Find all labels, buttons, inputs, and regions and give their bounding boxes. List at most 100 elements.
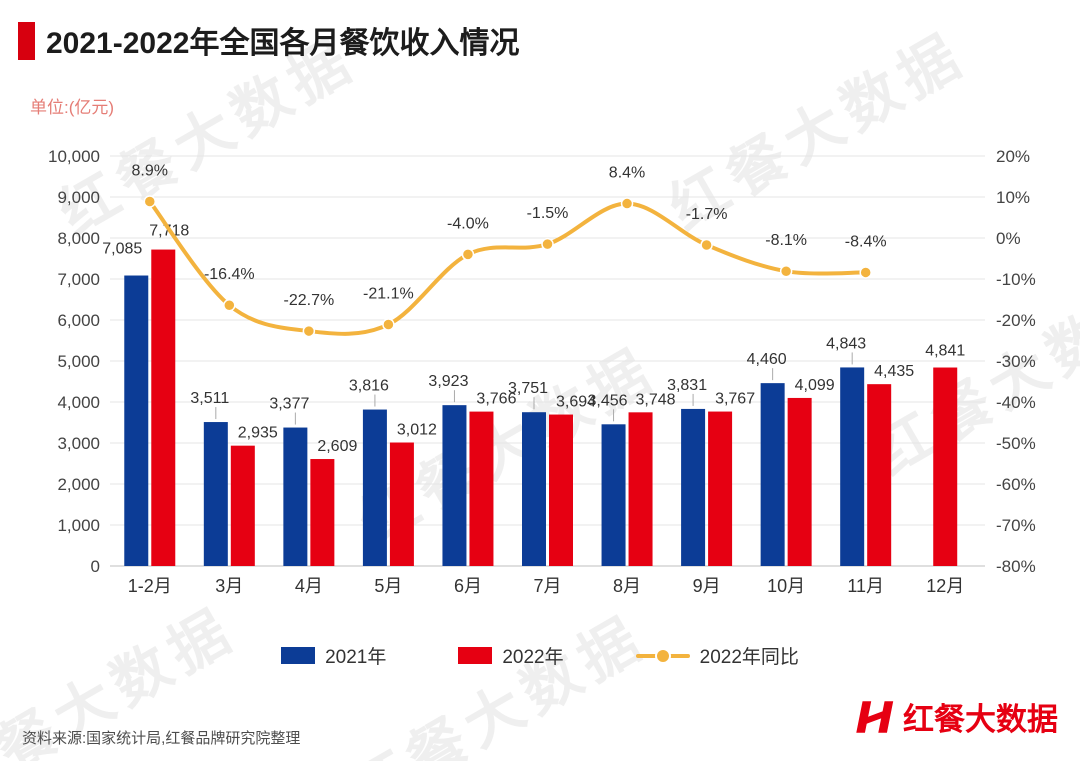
watermark: 红餐大数据 [348, 336, 667, 558]
bar-2022-12月 [933, 367, 958, 566]
bar-value-2021: 7,085 [102, 241, 142, 258]
bar-value-2022: 3,748 [636, 391, 676, 408]
trend-value-label: 8.4% [609, 165, 645, 182]
trend-value-label: -1.7% [686, 206, 728, 223]
trend-line [147, 199, 868, 336]
x-axis-label: 4月 [295, 576, 323, 596]
bar-2021-6月 [442, 405, 467, 566]
source-note: 资料来源:国家统计局,红餐品牌研究院整理 [22, 730, 301, 747]
right-axis-tick: -80% [996, 557, 1036, 576]
bar-value-2021: 3,831 [667, 377, 707, 394]
trend-value-label: -16.4% [204, 266, 255, 283]
trend-point [143, 195, 157, 208]
unit-label: 单位:(亿元) [30, 98, 115, 117]
legend-label-2022: 2022年 [502, 647, 564, 668]
bar-2021-1-2月 [124, 275, 149, 566]
x-axis-label: 5月 [374, 576, 402, 596]
bar-2022-5月 [389, 442, 414, 566]
trend-point [223, 298, 236, 312]
x-axis-label: 7月 [533, 576, 561, 596]
right-axis-tick: -40% [996, 393, 1036, 412]
right-axis-tick: -60% [996, 475, 1036, 494]
x-axis-label: 3月 [215, 576, 243, 596]
trend-value-label: 8.9% [132, 163, 168, 180]
trend-value-label: -22.7% [284, 292, 335, 309]
bar-value-2022: 2,609 [317, 438, 357, 455]
bar-2022-11月 [867, 384, 892, 566]
bar-value-2021: 3,377 [269, 396, 309, 413]
legend-item-2021: 2021年 [281, 642, 386, 669]
left-axis-tick: 8,000 [57, 229, 100, 248]
bar-2021-7月 [522, 412, 546, 566]
bar-value-2022: 4,435 [874, 363, 914, 380]
bar-2022-3月 [230, 445, 255, 566]
brand-logo: 红餐大数据 [850, 694, 1058, 739]
right-axis-tick: -70% [996, 516, 1036, 535]
left-axis-tick: 7,000 [57, 270, 100, 289]
trend-point [779, 264, 793, 278]
trend-point [859, 266, 872, 279]
bar-2021-9月 [681, 408, 706, 566]
brand-logo-icon [856, 700, 894, 733]
watermark: 红餐大数据 [338, 604, 657, 761]
legend-line-dot [654, 647, 671, 664]
trend-point [461, 248, 475, 261]
trend-point [382, 318, 395, 331]
right-axis-tick: -20% [996, 311, 1036, 330]
trend-value-label: -8.1% [765, 232, 807, 249]
bar-value-2021: 3,456 [588, 392, 628, 409]
bar-value-2022: 4,099 [795, 377, 835, 394]
legend-item-2022: 2022年 [458, 642, 564, 669]
bar-2021-4月 [283, 427, 308, 566]
bar-value-2022: 3,012 [397, 422, 437, 439]
bar-value-2021: 3,751 [508, 380, 548, 397]
bar-2022-8月 [628, 412, 653, 566]
left-axis-tick: 4,000 [57, 393, 100, 412]
right-axis-tick: -10% [996, 270, 1036, 289]
bar-value-2022: 3,766 [476, 391, 516, 408]
legend-label-2021: 2021年 [325, 647, 387, 668]
legend-line-swatch [635, 647, 690, 664]
right-axis-tick: -50% [996, 434, 1036, 453]
watermark: 红餐大数据 [863, 266, 1080, 488]
bar-2021-11月 [840, 367, 865, 566]
title-accent-bar [18, 22, 35, 60]
bar-value-2021: 4,843 [826, 335, 866, 352]
right-axis-tick: 20% [996, 147, 1030, 166]
trend-point [620, 197, 634, 210]
trend-value-label: -21.1% [363, 286, 414, 303]
left-axis-tick: 3,000 [57, 434, 100, 453]
bar-2021-5月 [362, 409, 387, 566]
right-axis-tick: -30% [996, 352, 1036, 371]
x-axis-label: 12月 [926, 576, 964, 596]
bar-value-2022: 7,718 [149, 223, 189, 240]
x-axis-label: 1-2月 [128, 576, 172, 596]
left-axis-tick: 10,000 [48, 147, 100, 166]
legend-swatch-2021 [281, 647, 316, 664]
trend-value-label: -8.4% [845, 233, 887, 250]
chart-legend: 2021年 2022年 2022年同比 [0, 642, 1080, 669]
x-axis-label: 10月 [767, 576, 805, 596]
trend-point [541, 237, 554, 251]
legend-swatch-2022 [458, 647, 493, 664]
bar-value-2022: 2,935 [238, 425, 278, 442]
bar-value-2022: 3,767 [715, 391, 755, 408]
x-axis-label: 8月 [613, 576, 641, 596]
bar-2022-6月 [469, 411, 494, 566]
bar-value-2021: 3,816 [349, 378, 389, 395]
logo-stroke-right [878, 700, 894, 733]
trend-value-label: -4.0% [447, 215, 489, 232]
brand-name: 红餐大数据 [903, 702, 1058, 737]
x-axis-label: 6月 [454, 576, 482, 596]
bar-2022-9月 [708, 411, 733, 566]
bar-2022-7月 [549, 414, 573, 566]
bar-2021-10月 [760, 383, 785, 566]
right-axis-tick: 0% [996, 229, 1021, 248]
legend-label-yoy: 2022年同比 [699, 647, 799, 668]
page-title: 2021-2022年全国各月餐饮收入情况 [46, 27, 520, 60]
bar-value-2021: 3,923 [428, 373, 468, 390]
watermark: 红餐大数据 [658, 21, 977, 243]
bar-2021-3月 [203, 422, 228, 566]
left-axis-tick: 9,000 [57, 188, 100, 207]
